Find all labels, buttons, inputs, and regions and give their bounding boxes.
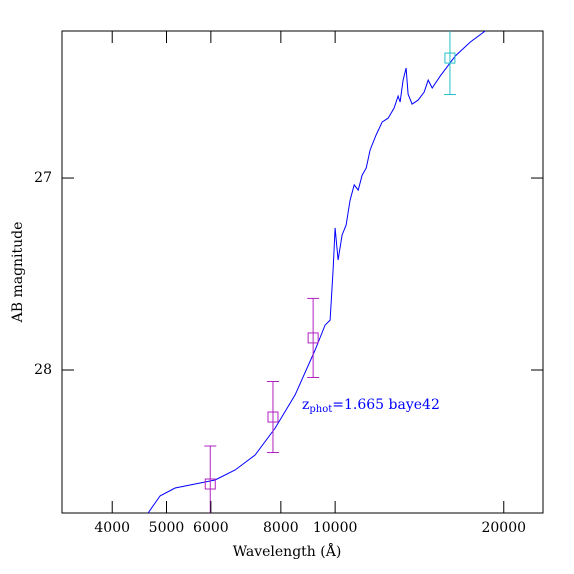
x-tick-label: 10000	[313, 520, 358, 536]
x-tick-label: 4000	[94, 520, 130, 536]
plot-area	[147, 31, 486, 513]
x-tick-label: 20000	[481, 520, 526, 536]
annotation-rest: =1.665 baye42	[332, 397, 440, 413]
plot-frame	[61, 30, 544, 514]
x-tick-label: 5000	[149, 520, 185, 536]
photometry-point	[444, 52, 456, 64]
annotation-sub: phot	[309, 404, 332, 415]
y-tick-label: 27	[34, 170, 52, 186]
photometry-point	[267, 411, 279, 423]
y-tick-label: 28	[34, 362, 52, 378]
x-tick-label: 8000	[263, 520, 299, 536]
x-axis-label: Wavelength (Å)	[233, 542, 342, 560]
photometry-point	[307, 332, 319, 344]
annotation: zphot=1.665 baye42	[302, 397, 440, 415]
model-sed	[147, 31, 486, 513]
x-tick-label: 6000	[193, 520, 229, 536]
annotation-z: z	[302, 397, 309, 413]
y-axis-label: AB magnitude	[10, 222, 26, 324]
photometry-point	[204, 478, 216, 490]
